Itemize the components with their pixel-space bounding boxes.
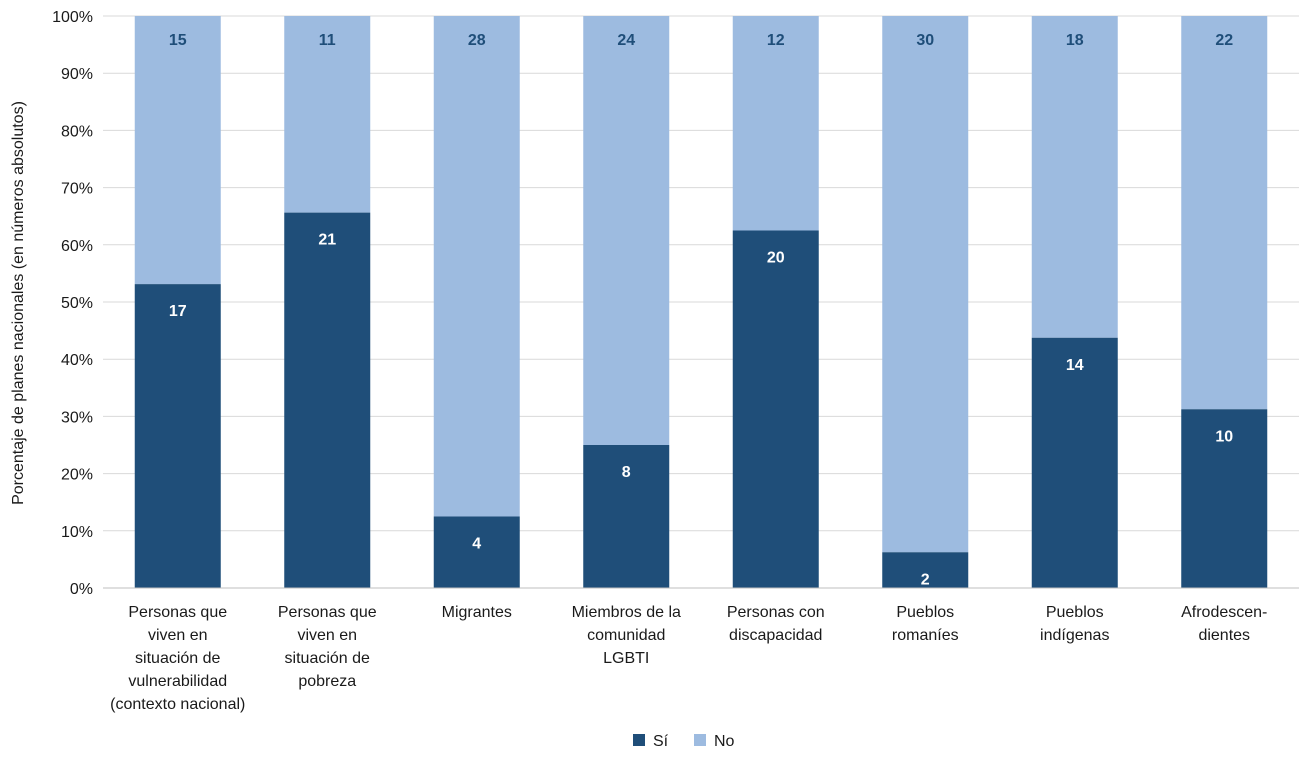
bar-no (433, 16, 520, 517)
data-label-si: 4 (472, 536, 481, 553)
x-category-label: Miembros de la comunidad LGBTI (572, 604, 681, 667)
bar-si (1031, 337, 1118, 588)
data-label-si: 8 (622, 464, 631, 481)
data-label-si: 20 (767, 250, 785, 267)
y-tick-label: 70% (61, 181, 93, 198)
y-tick-label: 40% (61, 352, 93, 369)
y-tick-label: 30% (61, 409, 93, 426)
bar-no (1031, 16, 1118, 338)
legend-swatch (694, 734, 706, 746)
legend: Sí No (633, 733, 735, 750)
bar-si (1181, 409, 1268, 588)
x-axis-categories: Personas que viven en situación de vulnerab… (110, 604, 1267, 713)
data-label-si: 14 (1066, 357, 1084, 374)
bar-no (134, 16, 221, 285)
y-tick-label: 80% (61, 123, 93, 140)
bar-si (732, 230, 819, 588)
y-tick-label: 20% (61, 467, 93, 484)
data-label-no: 22 (1215, 32, 1233, 49)
bar-no (1181, 16, 1268, 410)
y-axis-label: Porcentaje de planes nacionales (en núme… (10, 101, 27, 505)
data-label-si: 21 (318, 232, 336, 249)
bar-si (583, 445, 670, 588)
data-label-no: 18 (1066, 32, 1084, 49)
y-tick-label: 10% (61, 524, 93, 541)
x-category-label: Personas que viven en situación de vulnerab… (110, 604, 245, 713)
y-tick-label: 90% (61, 66, 93, 83)
x-category-label: Personas que viven en situación de pobreza (278, 604, 377, 690)
bar-no (583, 16, 670, 445)
data-label-no: 28 (468, 32, 486, 49)
data-label-si: 2 (921, 571, 930, 588)
y-axis-ticks: 0% 10% 20% 30% 40% 50% 60% 70% 80% 90% 100% (52, 9, 93, 598)
legend-label: Sí (653, 733, 669, 750)
bar-si (284, 212, 371, 588)
data-label-no: 24 (617, 32, 635, 49)
x-category-label: Migrantes (442, 604, 512, 621)
data-label-no: 30 (916, 32, 934, 49)
x-category-label: Personas con discapacidad (727, 604, 825, 644)
data-label-si: 17 (169, 303, 187, 320)
x-category-label: Afrodescen-dientes (1181, 604, 1267, 644)
bar-si (882, 552, 969, 588)
bar-no (732, 16, 819, 231)
x-category-label: Pueblos indígenas (1040, 604, 1109, 644)
legend-swatch (633, 734, 645, 746)
legend-label: No (714, 733, 735, 750)
bar-si (433, 516, 520, 588)
data-label-no: 11 (319, 32, 336, 49)
data-label-si: 10 (1215, 428, 1233, 445)
data-label-no: 15 (169, 32, 187, 49)
y-tick-label: 50% (61, 295, 93, 312)
data-label-no: 12 (767, 32, 785, 49)
y-tick-label: 0% (70, 581, 93, 598)
bar-si (134, 284, 221, 588)
bar-no (882, 16, 969, 553)
x-category-label: Pueblos romaníes (892, 604, 959, 644)
bar-no (284, 16, 371, 213)
bars: 15 17 11 21 28 4 24 8 12 20 30 2 18 14 22 10 (134, 16, 1268, 588)
y-tick-label: 100% (52, 9, 93, 26)
gridlines (103, 15, 1299, 532)
y-tick-label: 60% (61, 238, 93, 255)
